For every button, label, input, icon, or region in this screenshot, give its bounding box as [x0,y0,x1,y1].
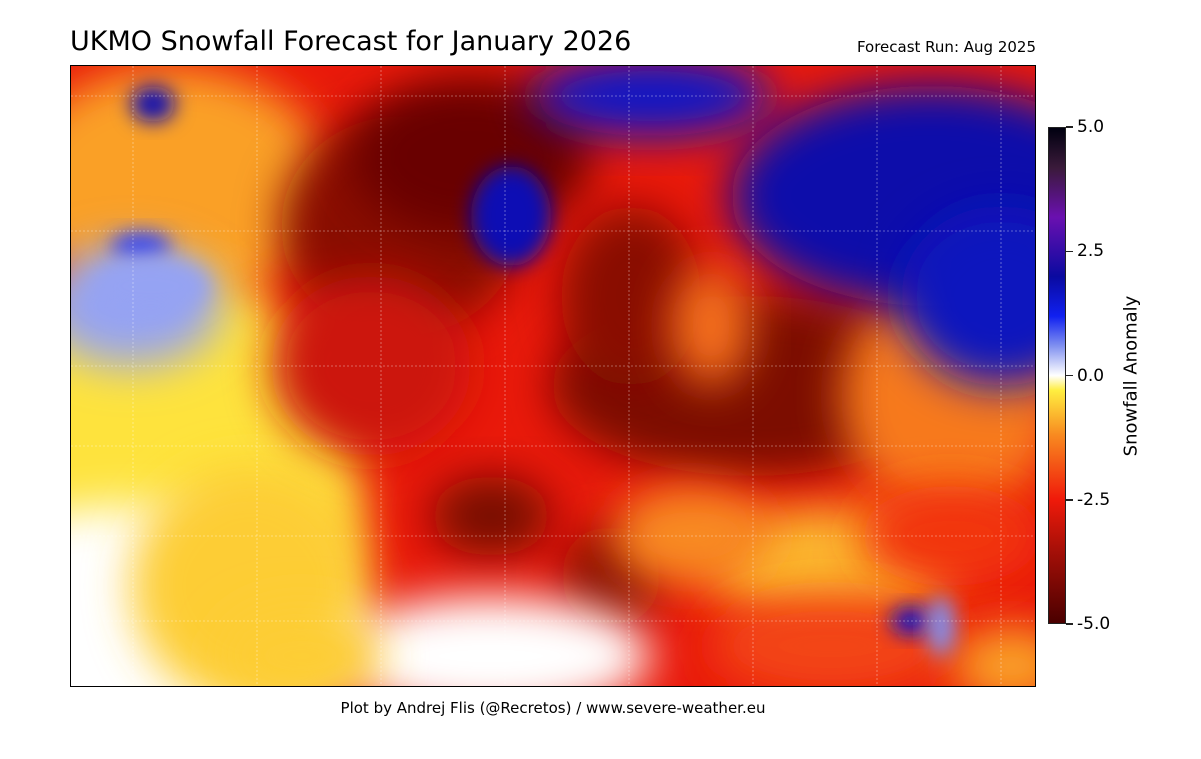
anomaly-region [927,596,955,656]
anomaly-region [891,607,931,635]
colorbar-tick [1066,623,1073,625]
colorbar-tick-label: 0.0 [1077,365,1105,386]
colorbar-label: Snowfall Anomaly [1120,295,1142,457]
anomaly-region [901,206,1035,386]
colorbar-tick-label: 5.0 [1077,117,1105,137]
anomaly-region [611,486,771,586]
anomaly-region [221,606,381,686]
map-canvas [71,66,1035,686]
anomaly-region [951,626,1035,686]
colorbar-tick-label: -2.5 [1077,489,1111,510]
anomaly-region [471,166,551,266]
colorbar-tick-label: 2.5 [1077,241,1105,262]
anomaly-region [711,596,951,686]
anomaly-region [91,256,211,316]
anomaly-region [111,232,171,260]
colorbar-tick [1066,499,1073,501]
colorbar [1048,127,1066,624]
anomaly-region [131,86,175,122]
anomaly-region [671,266,751,386]
colorbar-tick [1066,374,1073,377]
anomaly-region [531,66,771,136]
anomaly-region [561,206,701,386]
colorbar-tick [1066,250,1073,252]
anomaly-region [431,476,551,556]
anomaly-region [331,596,651,686]
colorbar-tick [1066,126,1073,128]
anomaly-region [861,486,1035,586]
forecast-run-label: Forecast Run: Aug 2025 [856,38,1036,56]
credit-text: Plot by Andrej Flis (@Recretos) / www.se… [340,699,766,717]
snowfall-anomaly-map [70,65,1036,687]
colorbar-tick-label: -5.0 [1077,614,1111,634]
anomaly-region [271,276,471,456]
chart-title: UKMO Snowfall Forecast for January 2026 [70,26,632,57]
